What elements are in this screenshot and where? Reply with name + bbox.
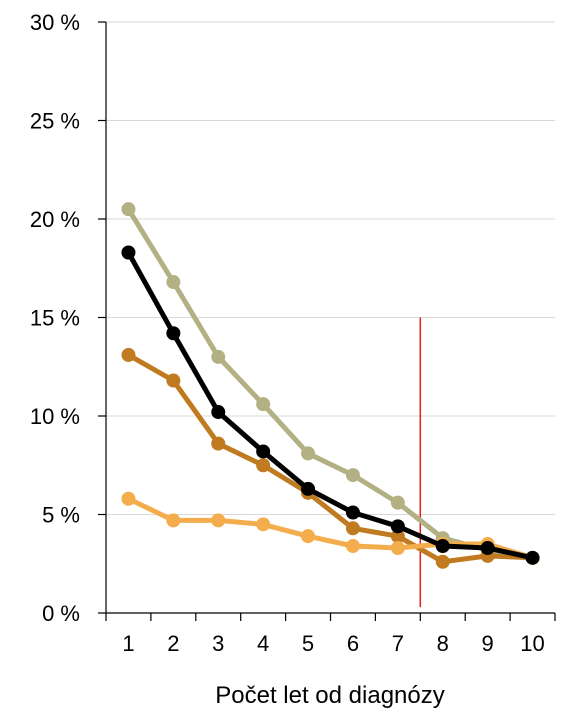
x-tick-label: 6 — [347, 631, 359, 656]
axes — [98, 21, 556, 621]
x-tick-label: 4 — [257, 631, 269, 656]
y-tick-label: 15 % — [30, 306, 80, 331]
x-tick-label: 9 — [482, 631, 494, 656]
data-point — [211, 405, 226, 420]
y-tick-label: 30 % — [30, 10, 80, 35]
x-tick-label: 5 — [302, 631, 314, 656]
data-point — [121, 347, 136, 362]
series-line — [125, 250, 535, 561]
x-axis-title: Počet let od diagnózy — [215, 682, 445, 709]
data-point — [166, 373, 181, 388]
series-lines — [121, 202, 540, 569]
y-tick-label: 0 % — [42, 601, 80, 626]
data-point — [211, 513, 226, 528]
data-point — [345, 505, 360, 520]
data-point — [301, 481, 316, 496]
y-tick-label: 25 % — [30, 109, 80, 134]
data-point — [211, 436, 226, 451]
data-point — [121, 202, 136, 217]
data-point — [435, 554, 450, 569]
data-point — [345, 539, 360, 554]
x-tick-label: 2 — [167, 631, 179, 656]
data-point — [256, 444, 271, 459]
gridlines — [106, 21, 555, 515]
data-point — [211, 349, 226, 364]
data-point — [256, 397, 271, 412]
x-tick-label: 7 — [392, 631, 404, 656]
data-point — [435, 539, 450, 554]
series-2 — [121, 347, 540, 569]
y-tick-label: 10 % — [30, 404, 80, 429]
x-tick-label: 1 — [122, 631, 134, 656]
x-tick-label: 10 — [520, 631, 544, 656]
data-point — [390, 519, 405, 534]
data-point — [301, 446, 316, 461]
data-point — [166, 326, 181, 341]
x-tick-label: 3 — [212, 631, 224, 656]
data-point — [390, 529, 405, 544]
data-point — [166, 275, 181, 290]
data-point — [480, 540, 495, 555]
y-tick-label: 20 % — [30, 207, 80, 232]
data-point — [525, 550, 540, 565]
data-point — [390, 540, 405, 555]
series-line — [125, 206, 535, 561]
series-line — [125, 352, 535, 565]
data-point — [390, 495, 405, 510]
data-point — [121, 245, 136, 260]
series-line — [125, 496, 535, 561]
series-4 — [121, 245, 540, 565]
data-point — [301, 529, 316, 544]
data-point — [121, 491, 136, 506]
tick-labels: 0 % 5 % 10 % 15 % 20 % 25 % 30 % 1 2 3 4 5 6 7 8 9 10 — [30, 10, 545, 656]
x-tick-label: 8 — [437, 631, 449, 656]
data-point — [345, 468, 360, 483]
y-tick-label: 5 % — [42, 503, 80, 528]
data-point — [256, 517, 271, 532]
data-point — [256, 458, 271, 473]
data-point — [166, 513, 181, 528]
data-point — [345, 521, 360, 536]
